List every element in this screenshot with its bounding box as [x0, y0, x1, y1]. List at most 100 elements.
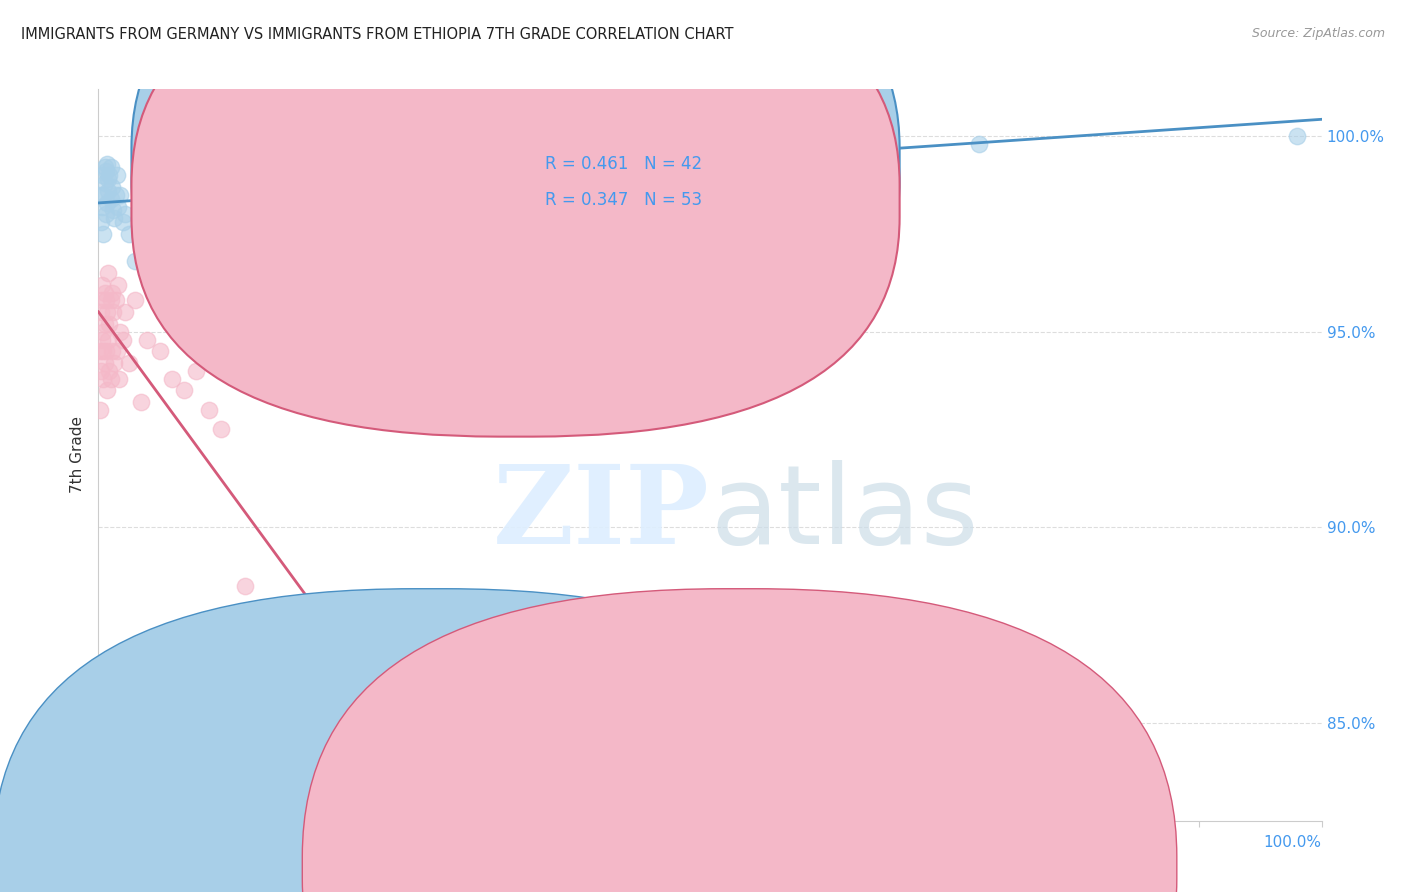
Point: [91, 168, 114, 182]
Point: [110, 325, 132, 339]
Point: [129, 238, 152, 252]
Point: [516, 149, 538, 163]
Point: [96, 384, 118, 398]
Point: [111, 215, 134, 229]
Point: [233, 657, 256, 672]
Point: [100, 192, 122, 206]
Point: [89, 403, 111, 417]
Text: 0.0%: 0.0%: [98, 836, 138, 850]
Point: [103, 211, 125, 226]
Point: [91, 200, 114, 214]
Point: [91, 325, 114, 339]
Point: [149, 344, 172, 359]
Point: [93, 161, 115, 175]
Text: atlas: atlas: [710, 460, 979, 567]
Point: [93, 356, 115, 370]
Point: [96, 156, 118, 170]
Point: [105, 344, 128, 359]
Point: [94, 164, 117, 178]
Point: [90, 364, 112, 378]
Point: [89, 344, 111, 359]
Point: [91, 333, 114, 347]
Point: [93, 285, 115, 300]
Point: [308, 657, 330, 672]
Point: [136, 266, 159, 280]
Point: [270, 618, 294, 632]
Point: [91, 227, 114, 241]
Point: [98, 364, 121, 378]
Point: [186, 187, 208, 202]
Point: [114, 207, 136, 221]
Text: R = 0.347   N = 53: R = 0.347 N = 53: [546, 192, 702, 210]
Point: [173, 215, 195, 229]
Text: ZIP: ZIP: [494, 460, 710, 567]
Point: [136, 333, 159, 347]
Y-axis label: 7th Grade: 7th Grade: [70, 417, 86, 493]
Point: [101, 344, 124, 359]
FancyBboxPatch shape: [131, 0, 900, 436]
Point: [89, 187, 111, 202]
Text: Source: ZipAtlas.com: Source: ZipAtlas.com: [1251, 27, 1385, 40]
Point: [107, 277, 129, 292]
Point: [118, 356, 141, 370]
Text: IMMIGRANTS FROM GERMANY VS IMMIGRANTS FROM ETHIOPIA 7TH GRADE CORRELATION CHART: IMMIGRANTS FROM GERMANY VS IMMIGRANTS FR…: [21, 27, 734, 42]
Point: [100, 293, 122, 308]
Point: [107, 200, 129, 214]
Text: Immigrants from Germany: Immigrants from Germany: [450, 860, 645, 874]
Point: [356, 669, 378, 683]
Point: [967, 136, 990, 151]
Point: [111, 333, 134, 347]
Point: [118, 227, 141, 241]
Point: [173, 293, 195, 308]
Point: [114, 305, 136, 319]
Point: [149, 246, 172, 260]
FancyBboxPatch shape: [131, 0, 900, 401]
Point: [91, 187, 114, 202]
Text: Immigrants from Ethiopia: Immigrants from Ethiopia: [759, 860, 946, 874]
Point: [93, 317, 115, 331]
Point: [94, 293, 117, 308]
Point: [98, 317, 121, 331]
Point: [160, 371, 183, 385]
Point: [96, 195, 118, 210]
Point: [101, 203, 124, 218]
Point: [91, 344, 114, 359]
Point: [96, 305, 118, 319]
Point: [392, 696, 416, 710]
Point: [173, 384, 195, 398]
Point: [108, 371, 131, 385]
Point: [308, 156, 330, 170]
Point: [97, 184, 120, 198]
Point: [100, 161, 122, 175]
Point: [110, 187, 132, 202]
Point: [101, 285, 124, 300]
Point: [104, 293, 127, 308]
Point: [136, 266, 159, 280]
Point: [392, 145, 416, 159]
Point: [103, 356, 125, 370]
Point: [101, 305, 124, 319]
Point: [90, 215, 112, 229]
Point: [97, 266, 120, 280]
Point: [186, 364, 208, 378]
Point: [90, 305, 112, 319]
Point: [101, 180, 124, 194]
Point: [1286, 129, 1309, 144]
Point: [332, 638, 354, 652]
Text: R = 0.461   N = 42: R = 0.461 N = 42: [546, 155, 702, 173]
Point: [124, 254, 146, 268]
Point: [94, 344, 117, 359]
Point: [233, 579, 256, 593]
Point: [98, 168, 121, 182]
Point: [93, 176, 115, 190]
Point: [97, 333, 120, 347]
Point: [94, 207, 117, 221]
Point: [233, 161, 256, 175]
Point: [91, 371, 114, 385]
Point: [209, 422, 232, 436]
Point: [124, 293, 146, 308]
Point: [129, 395, 152, 409]
Point: [270, 149, 294, 163]
Point: [197, 403, 219, 417]
Point: [160, 227, 183, 241]
